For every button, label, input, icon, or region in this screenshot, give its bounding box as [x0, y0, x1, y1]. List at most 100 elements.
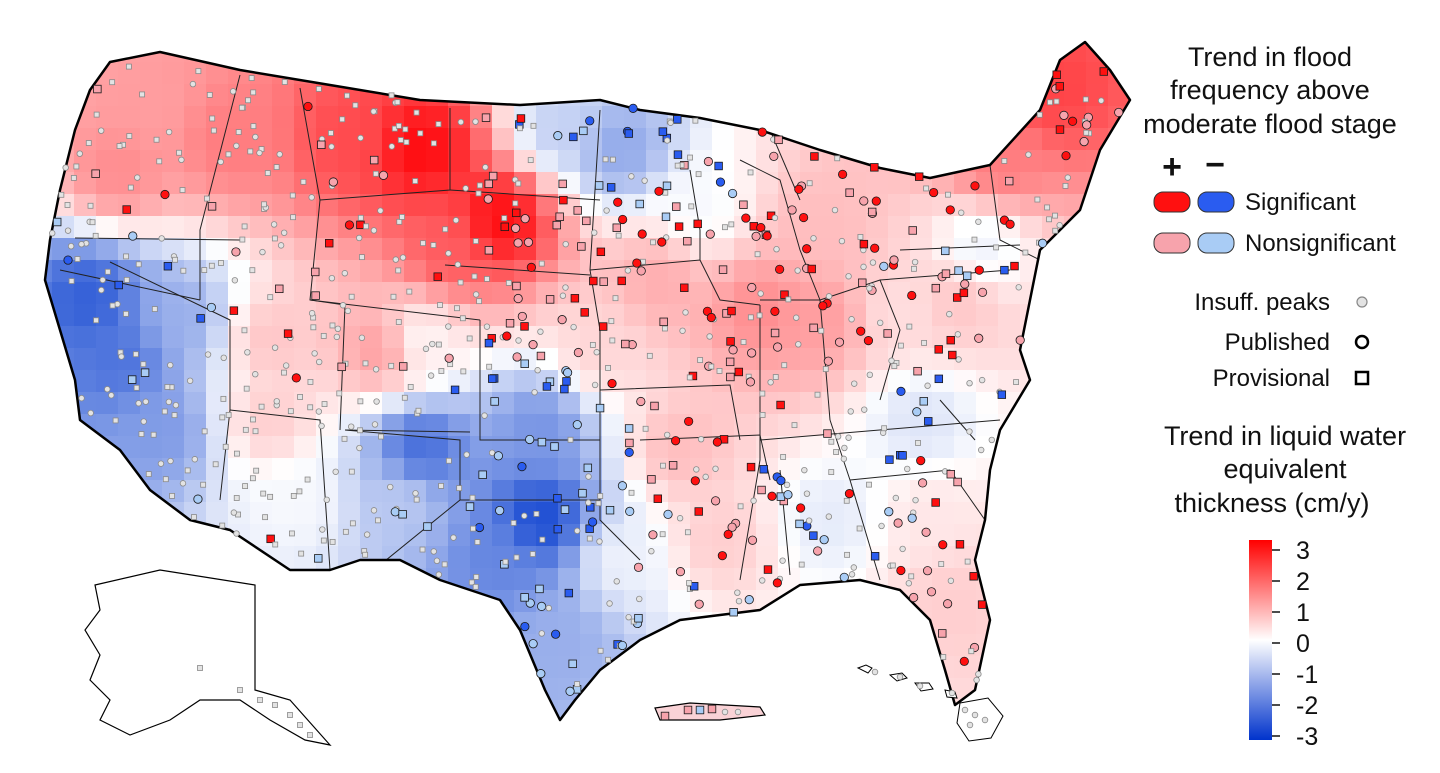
grid-cell [580, 722, 603, 745]
grid-cell [184, 238, 207, 261]
grid-cell [294, 480, 317, 503]
grid-cell [668, 568, 691, 591]
grid-cell [602, 348, 625, 371]
grid-cell [96, 348, 119, 371]
gauge-published [520, 621, 530, 632]
grid-cell [96, 172, 119, 195]
grid-cell [976, 194, 999, 217]
gauge-insufficient [334, 325, 342, 333]
gauge-insufficient [308, 194, 315, 201]
grid-cell [624, 480, 647, 503]
gauge-insufficient [204, 351, 212, 358]
grid-cell [866, 348, 889, 371]
grid-cell [536, 480, 559, 503]
grid-cell [712, 634, 735, 657]
grid-cell [888, 590, 911, 613]
gauge-published [495, 505, 505, 516]
grid-cell [1064, 128, 1087, 151]
gauge-insufficient [597, 647, 604, 654]
gauge-insufficient [911, 265, 917, 272]
grid-cell [272, 194, 295, 217]
grid-cell [756, 172, 779, 195]
gauge-insufficient [315, 86, 322, 92]
grid-cell [580, 700, 603, 720]
colorbar-tick-label: 1 [1296, 599, 1310, 627]
grid-cell [426, 84, 449, 107]
grid-cell [294, 568, 317, 591]
grid-cell [272, 634, 295, 657]
gauge-insufficient [988, 436, 995, 444]
grid-cell [492, 480, 515, 503]
gauge-insufficient [328, 274, 336, 282]
gauge-insufficient [674, 162, 681, 169]
gauge-insufficient [1083, 129, 1090, 136]
grid-cell [712, 568, 735, 591]
grid-cell [338, 150, 361, 173]
grid-cell [272, 568, 295, 591]
grid-cell [1086, 326, 1109, 349]
grid-cell [162, 194, 185, 217]
grid-cell [1108, 194, 1130, 217]
grid-cell [1108, 238, 1130, 261]
gauge-insufficient [250, 416, 256, 423]
gauge-published [613, 197, 623, 207]
grid-cell [1108, 326, 1130, 349]
gauge-insufficient [392, 256, 399, 263]
grid-cell [140, 84, 163, 107]
gauge-insufficient [132, 351, 139, 358]
grid-cell [646, 678, 669, 701]
grid-cell [184, 128, 207, 151]
grid-cell [96, 216, 119, 239]
grid-cell [580, 326, 603, 349]
grid-cell [492, 524, 515, 547]
gauge-insufficient [539, 536, 546, 543]
grid-cell [1108, 590, 1130, 613]
gauge-insufficient [538, 630, 545, 637]
grid-cell [206, 348, 229, 371]
gauge-published [802, 244, 812, 254]
gauge-insufficient [1022, 249, 1029, 256]
gauge-insufficient [435, 571, 443, 578]
gauge-insufficient [605, 656, 611, 663]
gauge-provisional [739, 200, 748, 209]
grid-cell [888, 392, 911, 415]
grid-cell [954, 42, 977, 63]
gauge-insufficient [406, 288, 413, 295]
grid-cell [778, 524, 801, 547]
grid-cell [1108, 546, 1130, 569]
grid-cell [316, 590, 339, 613]
grid-cell [228, 106, 251, 129]
gauge-insufficient [795, 341, 802, 348]
grid-cell [866, 700, 889, 720]
grid-cell [998, 62, 1021, 85]
gauge-provisional [780, 290, 789, 299]
grid-cell [712, 656, 735, 679]
grid-cell [45, 370, 53, 393]
grid-cell [844, 42, 867, 63]
grid-cell [52, 106, 75, 129]
gauge-insufficient [300, 178, 307, 185]
grid-cell [1130, 238, 1153, 261]
grid-cell [756, 106, 779, 129]
gauge-insufficient [281, 369, 287, 376]
grid-cell [140, 304, 163, 327]
grid-cell [778, 42, 801, 63]
gauge-insufficient [307, 379, 314, 385]
gauge-insufficient [593, 349, 600, 356]
grid-cell [778, 150, 801, 173]
grid-cell [1130, 370, 1153, 393]
grid-cell [206, 238, 229, 261]
grid-cell [800, 84, 823, 107]
grid-cell [96, 106, 119, 129]
grid-cell [338, 722, 361, 745]
gauge-insufficient [108, 392, 115, 399]
grid-cell [866, 62, 889, 85]
grid-cell [822, 62, 845, 85]
grid-cell [1108, 304, 1130, 327]
gauge-published [513, 293, 523, 304]
grid-cell [360, 480, 383, 503]
grid-cell [316, 150, 339, 173]
grid-cell [1042, 722, 1065, 745]
grid-cell [316, 656, 339, 679]
grid-cell [910, 612, 933, 635]
